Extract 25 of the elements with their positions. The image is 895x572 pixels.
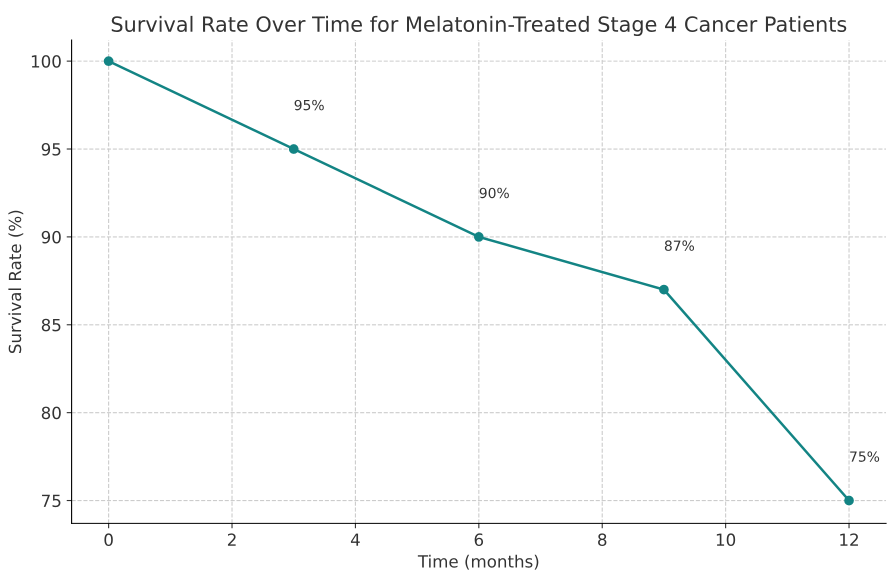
y-tick-label: 95 bbox=[42, 142, 60, 156]
data-label: 90% bbox=[480, 188, 509, 198]
point bbox=[474, 232, 484, 242]
point bbox=[844, 496, 854, 506]
chart-title: Survival Rate Over Time for Melatonin-Treated Stage 4 Cancer Patients bbox=[112, 16, 846, 36]
y-axis-title: Survival Rate (%) bbox=[8, 210, 24, 354]
y-tick-label: 90 bbox=[42, 230, 61, 244]
point bbox=[104, 56, 114, 66]
point bbox=[288, 144, 299, 154]
x-tick-label: 0 bbox=[104, 533, 113, 546]
data-label: 95% bbox=[294, 100, 324, 110]
x-tick-label: 2 bbox=[228, 533, 236, 546]
x-tick-label: 6 bbox=[474, 533, 484, 546]
x-tick-label: 10 bbox=[716, 533, 736, 546]
x-tick-label: 8 bbox=[598, 533, 606, 546]
y-tick-label: 85 bbox=[42, 318, 60, 332]
x-tick-label: 12 bbox=[840, 533, 858, 546]
point bbox=[659, 284, 669, 294]
y-tick-label: 80 bbox=[42, 406, 61, 420]
data-label: 87% bbox=[664, 240, 694, 251]
data-label: 75% bbox=[850, 451, 880, 462]
y-tick-label: 100 bbox=[32, 55, 61, 68]
y-tick-label: 75 bbox=[42, 494, 60, 508]
x-axis-title: Time (months) bbox=[418, 554, 538, 570]
x-tick-label: 4 bbox=[350, 534, 360, 546]
